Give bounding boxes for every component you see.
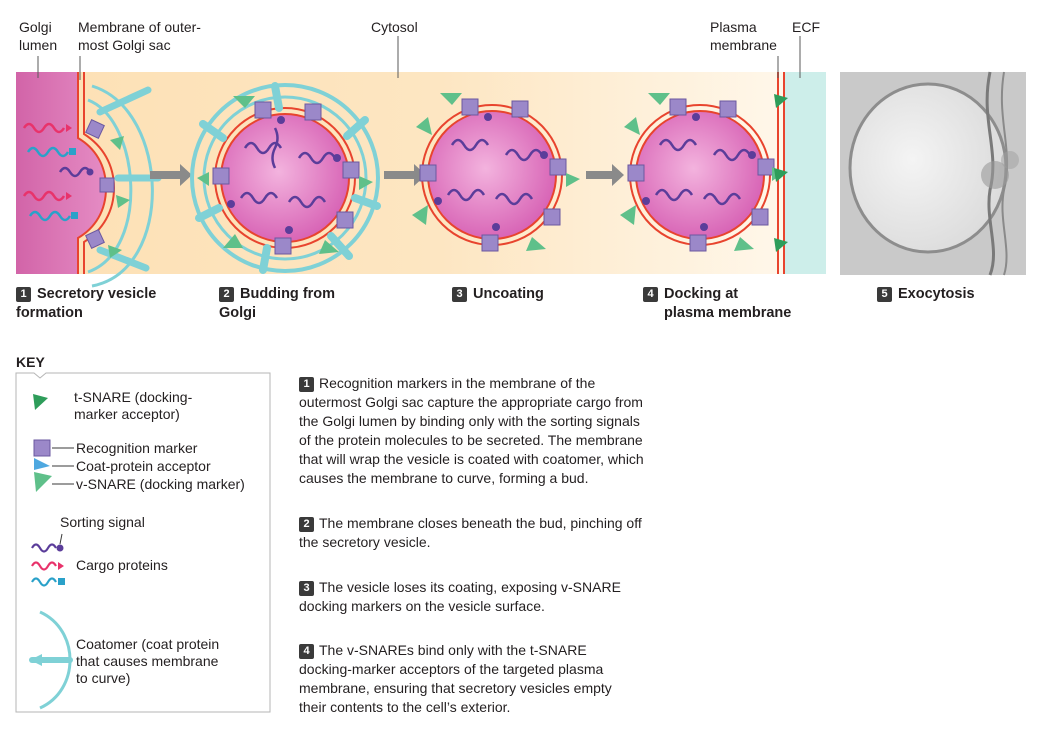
label-cytosol: Cytosol bbox=[371, 19, 418, 35]
description-step-1: 1 Recognition markers in the membrane of … bbox=[299, 375, 644, 486]
description-step-3: 3 The vesicle loses its coating, exposing… bbox=[299, 579, 621, 614]
description-step-2: 2 The membrane closes beneath the bud, pi… bbox=[299, 515, 642, 550]
v-snare-icon bbox=[34, 472, 52, 492]
key-cargo-proteins-label: Cargo proteins bbox=[76, 557, 168, 573]
coatomer-icon bbox=[29, 610, 73, 710]
t-snare-1 bbox=[774, 94, 788, 108]
vesicle-docking bbox=[620, 93, 784, 252]
key-box bbox=[15, 372, 271, 713]
key-sorting-signal-label: Sorting signal bbox=[60, 514, 145, 530]
label-golgi-lumen: Golgi lumen bbox=[19, 19, 58, 53]
label-golgi-membrane: Membrane of outer-most Golgi sac bbox=[78, 19, 201, 53]
description-step-4: 4 The v-SNAREs bind only with the t-SNARE… bbox=[299, 642, 612, 715]
label-ecf: ECF bbox=[792, 19, 820, 35]
golgi-lumen bbox=[16, 72, 106, 274]
arrow-2 bbox=[384, 164, 426, 186]
label-plasma-membrane: Plasma membrane bbox=[710, 19, 777, 53]
t-snare-3 bbox=[774, 238, 788, 252]
key-recognition-marker-label: Recognition marker bbox=[76, 440, 198, 456]
ecf-region bbox=[784, 72, 826, 274]
key-coatomer-label: Coatomer (coat protein that causes membra… bbox=[76, 636, 220, 686]
t-snare-2 bbox=[774, 168, 788, 182]
arrow-1 bbox=[150, 164, 192, 186]
vesicle-uncoating bbox=[412, 93, 580, 252]
arrow-3 bbox=[586, 164, 624, 186]
step-2-label: 2 Budding from Golgi bbox=[219, 286, 336, 321]
exocytosis-micrograph bbox=[840, 71, 1026, 276]
recognition-marker-icon bbox=[33, 439, 51, 457]
step-3-label: 3 Uncoating bbox=[452, 285, 544, 304]
step-1-label: 1 Secretory vesicle formation bbox=[16, 286, 157, 321]
cargo-proteins-icon bbox=[31, 533, 65, 587]
key-v-snare-label: v-SNARE (docking marker) bbox=[76, 476, 245, 492]
coat-protein-acceptor-icon bbox=[34, 458, 50, 470]
key-t-snare-label: t-SNARE (docking-marker acceptor) bbox=[74, 389, 193, 422]
step-5-label: 5 Exocytosis bbox=[877, 285, 975, 304]
t-snare-icon bbox=[33, 394, 48, 410]
key-coat-protein-acceptor-label: Coat-protein acceptor bbox=[76, 458, 211, 474]
vesicle-budding bbox=[190, 82, 381, 274]
step-4-label: 4 Docking at plasma membrane bbox=[643, 285, 791, 323]
key-title: KEY bbox=[16, 354, 45, 370]
